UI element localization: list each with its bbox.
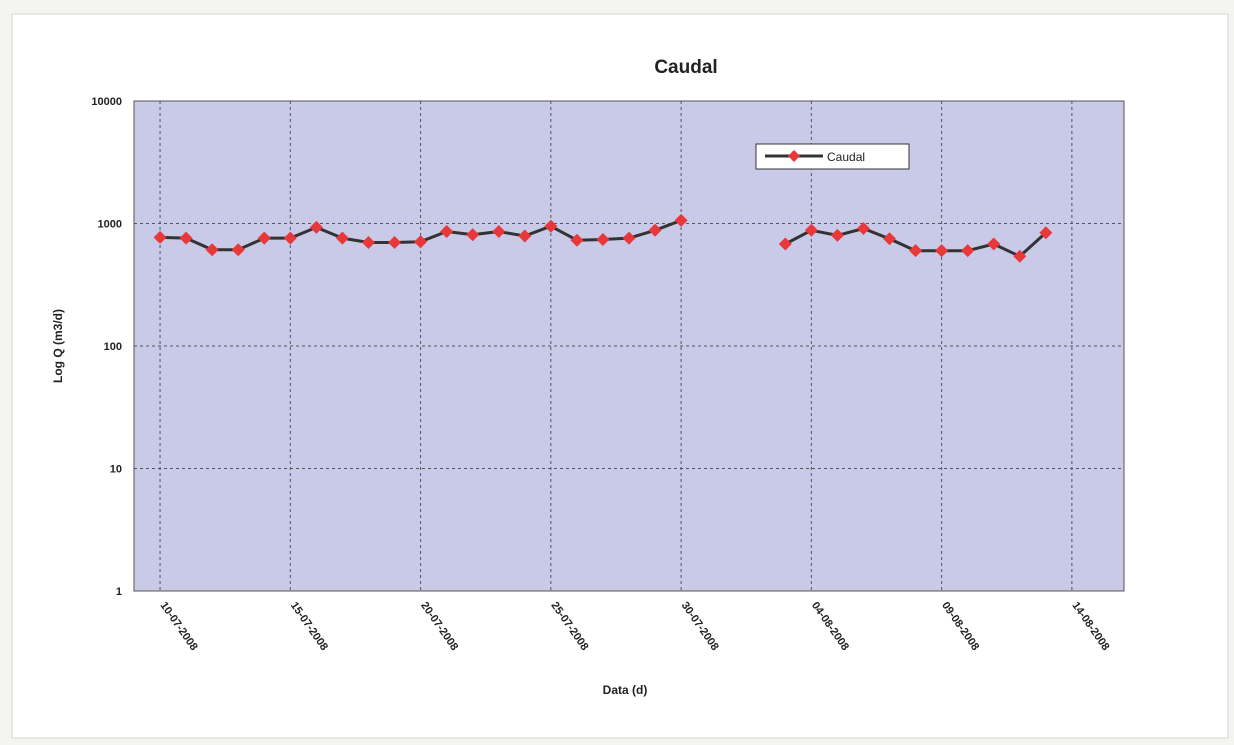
data-point: [674, 213, 688, 227]
legend-label: Caudal: [827, 150, 865, 164]
y-axis-ticks: 1 10 100 1000 10000: [91, 96, 122, 598]
data-point: [257, 231, 271, 245]
x-axis-label: Data (d): [603, 683, 648, 697]
data-point: [596, 233, 610, 247]
data-point: [570, 233, 584, 247]
data-point: [231, 243, 245, 257]
data-point: [648, 223, 662, 237]
y-tick-label: 10: [110, 464, 122, 476]
data-point: [179, 231, 193, 245]
data-point: [335, 231, 349, 245]
chart-title: Caudal: [654, 57, 717, 78]
data-point: [987, 237, 1001, 251]
series-markers: [153, 213, 1053, 263]
data-point: [414, 235, 428, 249]
data-point: [518, 229, 532, 243]
legend-marker: [788, 150, 800, 162]
data-point: [778, 237, 792, 251]
data-point: [909, 244, 923, 258]
y-tick-label: 10000: [91, 96, 122, 108]
y-axis-label: Log Q (m3/d): [51, 309, 65, 383]
data-point: [205, 243, 219, 257]
data-point: [544, 219, 558, 233]
gridlines: [134, 101, 1124, 591]
data-point: [804, 223, 818, 237]
data-point: [440, 225, 454, 239]
data-point: [935, 244, 949, 258]
data-point: [1039, 226, 1053, 240]
data-point: [283, 231, 297, 245]
data-point: [961, 244, 975, 258]
data-point: [361, 235, 375, 249]
data-point: [622, 231, 636, 245]
legend: Caudal: [755, 143, 910, 170]
data-point: [466, 228, 480, 242]
data-point: [830, 228, 844, 242]
data-point: [1013, 249, 1027, 263]
data-point: [856, 222, 870, 236]
y-tick-label: 1: [116, 586, 122, 598]
data-point: [388, 235, 402, 249]
y-tick-label: 1000: [98, 219, 122, 231]
data-point: [492, 225, 506, 239]
data-point: [309, 220, 323, 234]
data-point: [883, 232, 897, 246]
y-tick-label: 100: [104, 341, 122, 353]
data-point: [153, 230, 167, 244]
